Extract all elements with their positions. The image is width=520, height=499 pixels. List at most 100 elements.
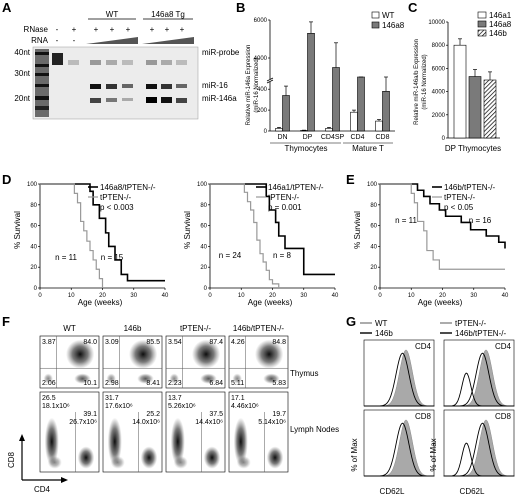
bar-WT-DP <box>300 130 308 132</box>
y-tick-label: 100 <box>27 182 38 188</box>
survival-curve-tPTEN-/- <box>380 183 505 270</box>
panel-a: A RNase RNA - + + + + + + + - - WT 146a8… <box>2 0 240 120</box>
bar-WT-CD8 <box>375 120 383 132</box>
panel-b-ylabel-2: (miR-16 Normalized) <box>254 57 260 112</box>
gel-ladder-band <box>35 52 49 55</box>
y-tick-label: 20 <box>370 265 377 271</box>
y-tick-label: 80 <box>200 203 207 209</box>
y-tick-label: 20 <box>30 265 37 271</box>
gel-ladder-band <box>35 73 49 76</box>
panel-e-legend: 146b/tPTEN-/- tPTEN-/- p < 0.05 <box>432 183 495 212</box>
legend-label-146b-g: 146b <box>375 329 393 338</box>
survival-curve-146a1/tPTEN-/- <box>210 183 335 276</box>
rna-gradient-wedge <box>142 37 194 44</box>
y-tick-label: 4000 <box>254 56 268 62</box>
flow-plot: 4.26 84.8 5.11 5.83 <box>228 335 289 389</box>
panel-d-right-legend: 146a1/tPTEN-/- tPTEN-/- p = 0.001 <box>256 183 324 212</box>
quadrant-ul-value: 3.54 <box>168 339 182 346</box>
quadrant-ur-value: 84.0 <box>83 339 97 346</box>
dp-population <box>65 339 95 369</box>
y-tick-label: 60 <box>30 224 37 230</box>
panel-c-legend: 146a1 146a8 146b <box>477 11 512 38</box>
pvalue-label-right: p = 0.001 <box>268 203 302 212</box>
x-tick-label: 0 <box>378 293 382 299</box>
pvalue-label: p < 0.003 <box>100 203 134 212</box>
legend-label-146a8-tpten: 146a8/tPTEN-/- <box>100 183 156 192</box>
category-label: DN <box>277 134 287 141</box>
histogram-outline <box>364 352 435 407</box>
gel-ladder-band <box>35 96 49 100</box>
cd4-population <box>77 446 95 469</box>
gel-probe-band <box>52 53 63 65</box>
cd8-cell-count: 17.6x10⁶ <box>105 403 133 410</box>
y-tick-label: 100 <box>367 182 378 188</box>
row-label-lymph-nodes: Lymph Nodes <box>290 425 339 434</box>
bar-146a8-DP <box>307 32 315 132</box>
gate-cd4-percent: 39.1 <box>83 411 97 418</box>
histogram-outline <box>444 422 515 477</box>
category-label: CD8 <box>375 134 389 141</box>
legend-label-146a8-c: 146a8 <box>489 20 512 29</box>
column-header: 146b/tPTEN-/- <box>233 324 284 333</box>
panel-g-left-legend: WT 146b <box>360 319 393 338</box>
survival-curve-146a8/tPTEN-/- <box>40 183 165 282</box>
row-label-thymus: Thymus <box>290 369 318 378</box>
x-tick-label: 30 <box>470 293 477 299</box>
pvalue-label-e: p < 0.05 <box>444 203 474 212</box>
quadrant-ul-value: 4.26 <box>231 339 245 346</box>
panel-g-left-ylabel: % of Max <box>350 438 359 471</box>
panel-g-right-xlabel: CD62L <box>460 487 485 496</box>
n-label-146a8: n = 15 <box>101 253 124 262</box>
legend-swatch-wt <box>371 11 380 19</box>
legend-label-146a1-tpten: 146a1/tPTEN-/- <box>268 183 324 192</box>
cd4-cell-count: 14.4x10⁶ <box>195 419 223 426</box>
panel-d-right-ylabel: % Survival <box>183 211 192 249</box>
ladder-label: 20nt <box>14 94 30 103</box>
x-tick-label: 30 <box>300 293 307 299</box>
panel-c-xlabel: DP Thymocytes <box>445 144 501 153</box>
panel-a-letter: A <box>2 0 12 15</box>
bar-WT-CD4 <box>350 111 358 132</box>
n-label-tpten: n = 11 <box>55 253 77 262</box>
cd4-population <box>203 446 221 469</box>
dn-population <box>169 373 179 384</box>
quadrant-ur-value: 85.5 <box>146 339 160 346</box>
histogram-frame <box>363 339 435 407</box>
rnase-sign: + <box>110 25 115 34</box>
y-tick-label: 0 <box>264 129 268 135</box>
panel-d-left-xlabel: Age (weeks) <box>78 298 123 307</box>
panel-d-left-ylabel: % Survival <box>13 211 22 249</box>
bar-146a8-DN <box>282 95 290 132</box>
legend-swatch-146a8 <box>477 20 487 28</box>
panel-e-xlabel: Age (weeks) <box>418 298 463 307</box>
category-label: CD4SP <box>321 134 345 141</box>
ladder-label: 40nt <box>14 48 30 57</box>
flow-plot: 3.54 87.4 2.23 6.84 <box>165 335 226 389</box>
rnase-sign: + <box>165 25 170 34</box>
rnase-sign: - <box>56 25 59 34</box>
flow-ylabel-cd8: CD8 <box>7 451 16 468</box>
cd4sp-population <box>74 373 91 384</box>
gel-sample-bands <box>68 60 187 103</box>
panel-b: B Relative miR-146a Expression (miR-16 N… <box>236 0 405 153</box>
group-label-tg: 146a8 Tg <box>151 10 185 19</box>
quadrant-ll-value: 5.11 <box>231 380 244 387</box>
quadrant-ul-value: 3.09 <box>105 339 119 346</box>
category-label: DP <box>303 134 313 141</box>
column-header: WT <box>63 324 76 333</box>
panel-d-left-legend: 146a8/tPTEN-/- tPTEN-/- p < 0.003 <box>88 183 156 212</box>
column-header: 146b <box>124 324 142 333</box>
band-label-probe-1: miR-probe <box>202 48 240 57</box>
dp-population <box>254 339 284 369</box>
survival-curve-tPTEN-/- <box>40 183 104 288</box>
histogram-plot: CD8 <box>443 409 515 477</box>
y-tick-label: 0 <box>374 286 378 292</box>
flow-plot: 3.09 85.5 2.98 8.41 <box>102 335 163 389</box>
histogram-plot: CD4 <box>443 339 515 407</box>
y-tick-label: 80 <box>30 203 37 209</box>
legend-label-tpten-g: tPTEN-/- <box>455 319 486 328</box>
gate-cd8-percent: 31.7 <box>105 395 119 402</box>
panel-c-chart: 0 2000 4000 6000 8000 10000 <box>428 20 500 142</box>
legend-label-146a1: 146a1 <box>489 11 512 20</box>
